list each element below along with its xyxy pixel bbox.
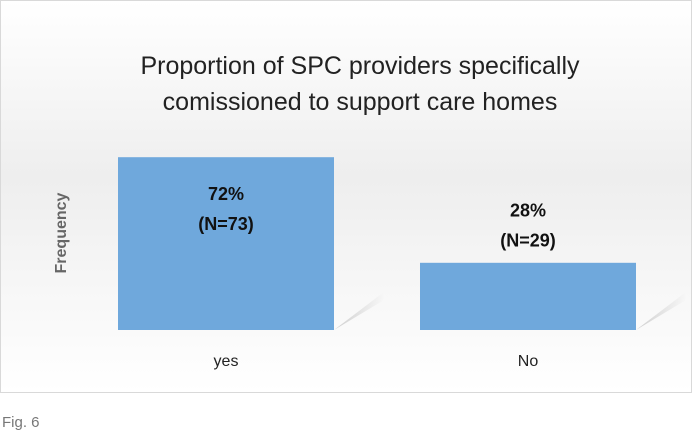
x-tick-label: No bbox=[518, 353, 539, 370]
data-label: (N=73) bbox=[198, 214, 254, 234]
bar-shadow bbox=[636, 292, 686, 330]
y-axis-label: Frequency bbox=[53, 192, 70, 273]
bar bbox=[420, 262, 636, 330]
caption: Fig. 6 bbox=[2, 414, 40, 431]
x-tick-label: yes bbox=[214, 353, 239, 370]
bar-shadow bbox=[334, 292, 384, 330]
data-label: 28% bbox=[510, 201, 546, 221]
data-label: 72% bbox=[208, 184, 244, 204]
data-label: (N=29) bbox=[500, 231, 556, 251]
bar bbox=[118, 157, 334, 330]
chart-title: Proportion of SPC providers specifically… bbox=[140, 52, 580, 116]
